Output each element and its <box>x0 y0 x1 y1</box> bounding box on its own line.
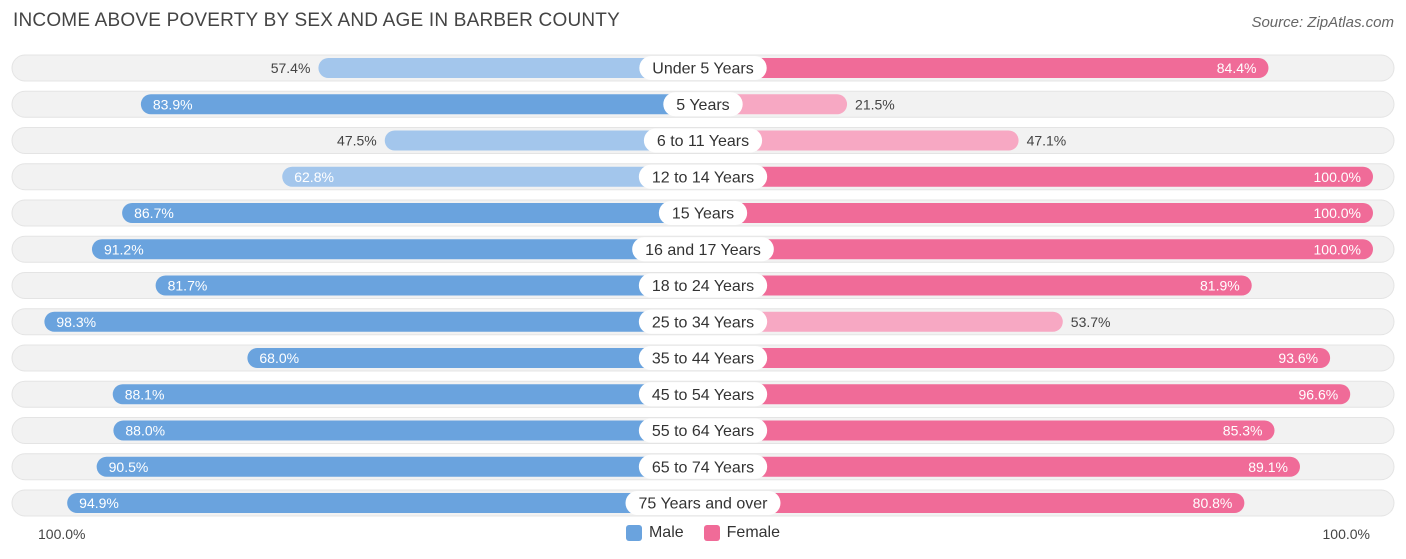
axis-left-label: 100.0% <box>38 526 86 542</box>
category-label: 25 to 34 Years <box>652 314 754 331</box>
female-bar <box>703 493 1245 513</box>
male-value-label: 83.9% <box>153 96 193 112</box>
male-value-label: 91.2% <box>104 241 144 257</box>
category-label: 5 Years <box>676 97 729 114</box>
male-bar <box>96 456 703 477</box>
category-pill <box>638 346 768 370</box>
male-value-label: 68.0% <box>259 350 299 366</box>
male-bar <box>91 239 703 260</box>
female-bar <box>703 58 1269 78</box>
category-label: 6 to 11 Years <box>657 133 749 150</box>
male-bar <box>155 275 704 296</box>
male-bar <box>67 493 704 513</box>
female-value-label: 85.3% <box>1223 423 1263 439</box>
category-pill <box>638 418 768 443</box>
diverging-bar-chart: 57.4% 84.4% Under 5 Years 83.9% 21.5% 5 Years… <box>11 54 1395 517</box>
male-value-label: 57.4% <box>271 60 311 76</box>
female-bar <box>703 166 1373 187</box>
male-bar <box>384 130 703 151</box>
female-bar <box>703 420 1275 441</box>
male-bar <box>140 94 703 115</box>
female-value-label: 100.0% <box>1314 169 1361 185</box>
category-pill <box>658 201 748 225</box>
category-pill <box>663 92 743 117</box>
male-bar <box>112 384 704 405</box>
category-label: 15 Years <box>672 206 734 223</box>
male-value-label: 47.5% <box>337 133 377 149</box>
legend-male-label: Male <box>648 524 684 541</box>
male-value-label: 98.3% <box>56 314 96 330</box>
female-value-label: 47.1% <box>1027 133 1067 149</box>
female-bar <box>703 311 1063 332</box>
legend: Male Female <box>0 524 1406 542</box>
category-pill <box>625 491 781 515</box>
male-swatch <box>625 525 642 541</box>
category-pill <box>638 382 768 407</box>
female-swatch <box>703 525 720 541</box>
male-bar <box>247 348 703 368</box>
male-bar <box>44 311 703 332</box>
legend-item-male[interactable]: Male <box>625 524 684 542</box>
category-pill <box>638 164 768 189</box>
male-value-label: 90.5% <box>109 459 149 475</box>
female-value-label: 89.1% <box>1248 459 1288 475</box>
category-label: 55 to 64 Years <box>652 423 754 440</box>
female-value-label: 100.0% <box>1314 205 1361 221</box>
female-bar <box>703 130 1019 151</box>
category-label: 12 to 14 Years <box>652 169 754 186</box>
female-value-label: 81.9% <box>1200 278 1240 294</box>
female-bar <box>703 203 1373 223</box>
male-bar <box>113 420 703 441</box>
male-bar <box>318 58 703 78</box>
male-value-label: 62.8% <box>294 169 334 185</box>
female-bar <box>703 456 1300 477</box>
female-value-label: 96.6% <box>1299 386 1339 402</box>
category-pill <box>638 273 768 298</box>
female-bar <box>703 348 1331 368</box>
source-credit: Source: ZipAtlas.com <box>1251 14 1394 31</box>
legend-female-label: Female <box>726 524 781 541</box>
category-pill <box>638 309 768 334</box>
female-value-label: 84.4% <box>1217 60 1257 76</box>
male-bar <box>282 166 703 187</box>
category-label: 35 to 44 Years <box>652 351 754 368</box>
category-label: 65 to 74 Years <box>652 459 754 476</box>
axis-right-label: 100.0% <box>1322 526 1370 542</box>
male-value-label: 88.0% <box>125 423 165 439</box>
category-pill <box>638 454 768 479</box>
category-pill <box>632 237 774 262</box>
female-bar <box>703 275 1252 296</box>
category-label: 16 and 17 Years <box>645 242 761 259</box>
male-bar <box>122 203 704 223</box>
female-value-label: 93.6% <box>1278 350 1318 366</box>
female-value-label: 80.8% <box>1193 495 1233 511</box>
female-bar <box>703 384 1351 405</box>
male-value-label: 86.7% <box>134 205 174 221</box>
male-value-label: 88.1% <box>125 386 165 402</box>
category-label: 18 to 24 Years <box>652 278 754 295</box>
category-label: 45 to 54 Years <box>652 387 754 404</box>
female-value-label: 53.7% <box>1071 314 1111 330</box>
male-value-label: 81.7% <box>168 278 208 294</box>
category-pill <box>639 56 767 80</box>
female-bar <box>703 239 1373 260</box>
female-value-label: 100.0% <box>1314 241 1361 257</box>
category-label: 75 Years and over <box>639 496 769 513</box>
male-value-label: 94.9% <box>79 495 119 511</box>
female-value-label: 21.5% <box>855 96 895 112</box>
category-label: Under 5 Years <box>652 61 753 78</box>
legend-item-female[interactable]: Female <box>703 524 781 542</box>
chart-title: INCOME ABOVE POVERTY BY SEX AND AGE IN B… <box>13 10 620 31</box>
category-pill <box>643 128 763 153</box>
